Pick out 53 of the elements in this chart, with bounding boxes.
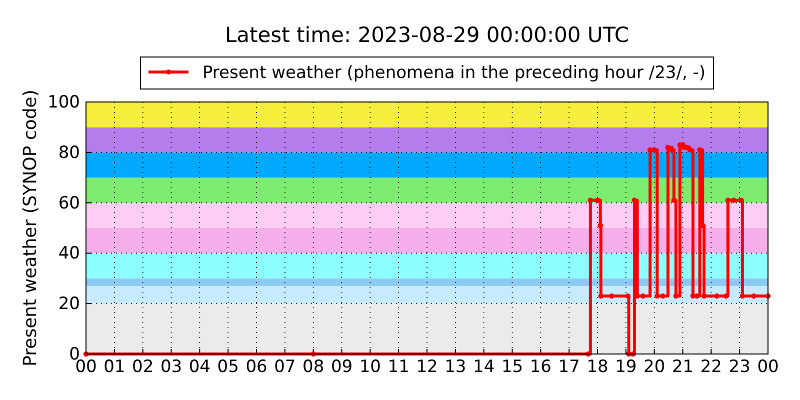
x-tick-label: 13	[444, 357, 466, 378]
x-tick-label: 07	[274, 357, 296, 378]
chart-title: Latest time: 2023-08-29 00:00:00 UTC	[224, 23, 630, 47]
point	[654, 293, 660, 299]
x-tick-label: 22	[700, 357, 722, 378]
y-tick-label: 60	[58, 193, 80, 214]
point	[697, 147, 702, 153]
point	[701, 293, 707, 299]
x-tick-label: 01	[104, 357, 126, 378]
x-tick-label: 16	[530, 357, 552, 378]
x-tick-label: 11	[388, 357, 410, 378]
point	[731, 198, 737, 203]
y-tick-label: 100	[48, 92, 80, 112]
y-axis-title: Present weather (SYNOP code)	[20, 90, 41, 366]
point	[669, 147, 675, 153]
legend-label: Present weather (phenomena in the preceding hour /23/, -)	[202, 63, 706, 83]
x-tick-label: 02	[132, 357, 154, 378]
point	[723, 293, 729, 299]
y-tick-label: 40	[58, 244, 80, 264]
point	[751, 293, 756, 299]
x-tick-label: 06	[246, 357, 268, 378]
point	[609, 293, 614, 299]
x-tick-label: 14	[473, 357, 495, 378]
point	[594, 198, 600, 203]
point	[598, 222, 603, 228]
x-tick-label: 21	[672, 357, 694, 378]
x-tick-label: 04	[188, 357, 210, 378]
y-tick-label: 20	[58, 294, 80, 314]
point	[652, 147, 657, 153]
x-tick-label: 00	[757, 357, 779, 378]
point	[632, 198, 638, 203]
x-tick-label: 15	[501, 357, 524, 378]
x-tick-label: 08	[302, 357, 324, 378]
point	[687, 147, 692, 153]
point	[714, 293, 720, 299]
x-tick-label: 19	[615, 357, 637, 378]
x-tick-label: 09	[330, 357, 353, 378]
point	[588, 198, 594, 203]
x-tick-label: 03	[160, 357, 182, 378]
x-tick-label: 12	[416, 357, 438, 378]
x-tick-label: 18	[586, 357, 608, 378]
x-tick-label: 23	[728, 357, 750, 378]
point	[625, 293, 631, 299]
x-tick-label: 10	[359, 357, 381, 378]
x-tick-label: 05	[217, 357, 239, 378]
point	[738, 198, 744, 203]
point	[665, 144, 671, 150]
x-tick-label: 17	[558, 357, 580, 378]
point	[671, 198, 677, 203]
point	[640, 293, 646, 299]
point	[725, 198, 731, 203]
y-tick-label: 80	[58, 142, 80, 163]
x-tick-label: 20	[644, 357, 666, 378]
